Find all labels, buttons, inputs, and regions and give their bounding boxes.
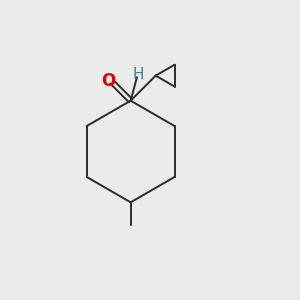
Text: H: H bbox=[132, 68, 144, 82]
Text: O: O bbox=[101, 72, 116, 90]
